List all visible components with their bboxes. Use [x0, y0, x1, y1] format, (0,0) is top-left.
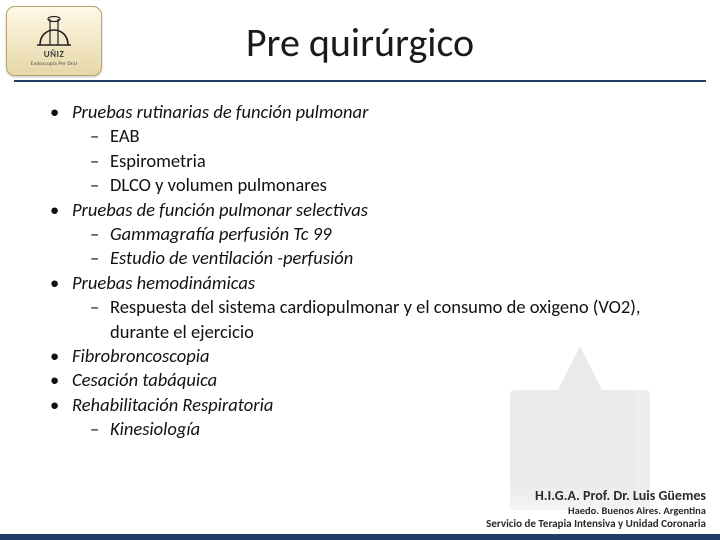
sub-list-item: Kinesiología	[72, 417, 700, 441]
list-item: Pruebas de función pulmonar selectivasGa…	[36, 198, 700, 271]
sub-list-item: EAB	[72, 124, 700, 148]
footer-svc: Servicio de Terapia Intensiva y Unidad C…	[486, 517, 706, 530]
sub-list: Kinesiología	[72, 417, 700, 441]
list-item-text: Rehabilitación Respiratoria	[72, 393, 273, 416]
list-item: Rehabilitación RespiratoriaKinesiología	[36, 393, 700, 442]
list-item-text: Fibrobroncoscopia	[72, 344, 210, 367]
sub-list: Gammagrafía perfusión Tc 99Estudio de ve…	[72, 222, 700, 271]
list-item-text: Pruebas hemodinámicas	[72, 271, 255, 294]
title-area: Pre quirúrgico	[0, 18, 720, 67]
title-underline	[14, 80, 706, 82]
sub-list-item: Espirometria	[72, 149, 700, 173]
page-title: Pre quirúrgico	[0, 18, 720, 67]
list-item-text: Pruebas de función pulmonar selectivas	[72, 198, 368, 221]
sub-list: EABEspirometriaDLCO y volumen pulmonares	[72, 124, 700, 197]
list-item-text: Cesación tabáquica	[72, 368, 217, 391]
sub-list: Respuesta del sistema cardiopulmonar y e…	[72, 295, 700, 344]
sub-list-item: Respuesta del sistema cardiopulmonar y e…	[72, 295, 700, 344]
footer-loc: Haedo. Buenos Aires. Argentina	[486, 504, 706, 517]
list-item-text: Pruebas rutinarias de función pulmonar	[72, 100, 368, 123]
footer-org: H.I.G.A. Prof. Dr. Luis Güemes	[486, 487, 706, 504]
list-item: Cesación tabáquica	[36, 368, 700, 392]
sub-list-item: DLCO y volumen pulmonares	[72, 173, 700, 197]
list-item: Fibrobroncoscopia	[36, 344, 700, 368]
sub-list-item: Estudio de ventilación -perfusión	[72, 246, 700, 270]
footer-text: H.I.G.A. Prof. Dr. Luis Güemes Haedo. Bu…	[486, 487, 706, 530]
footer-bar	[0, 534, 720, 540]
list-item: Pruebas hemodinámicasRespuesta del siste…	[36, 271, 700, 344]
bullet-list: Pruebas rutinarias de función pulmonarEA…	[36, 100, 700, 442]
content-area: Pruebas rutinarias de función pulmonarEA…	[36, 100, 700, 442]
sub-list-item: Gammagrafía perfusión Tc 99	[72, 222, 700, 246]
list-item: Pruebas rutinarias de función pulmonarEA…	[36, 100, 700, 198]
